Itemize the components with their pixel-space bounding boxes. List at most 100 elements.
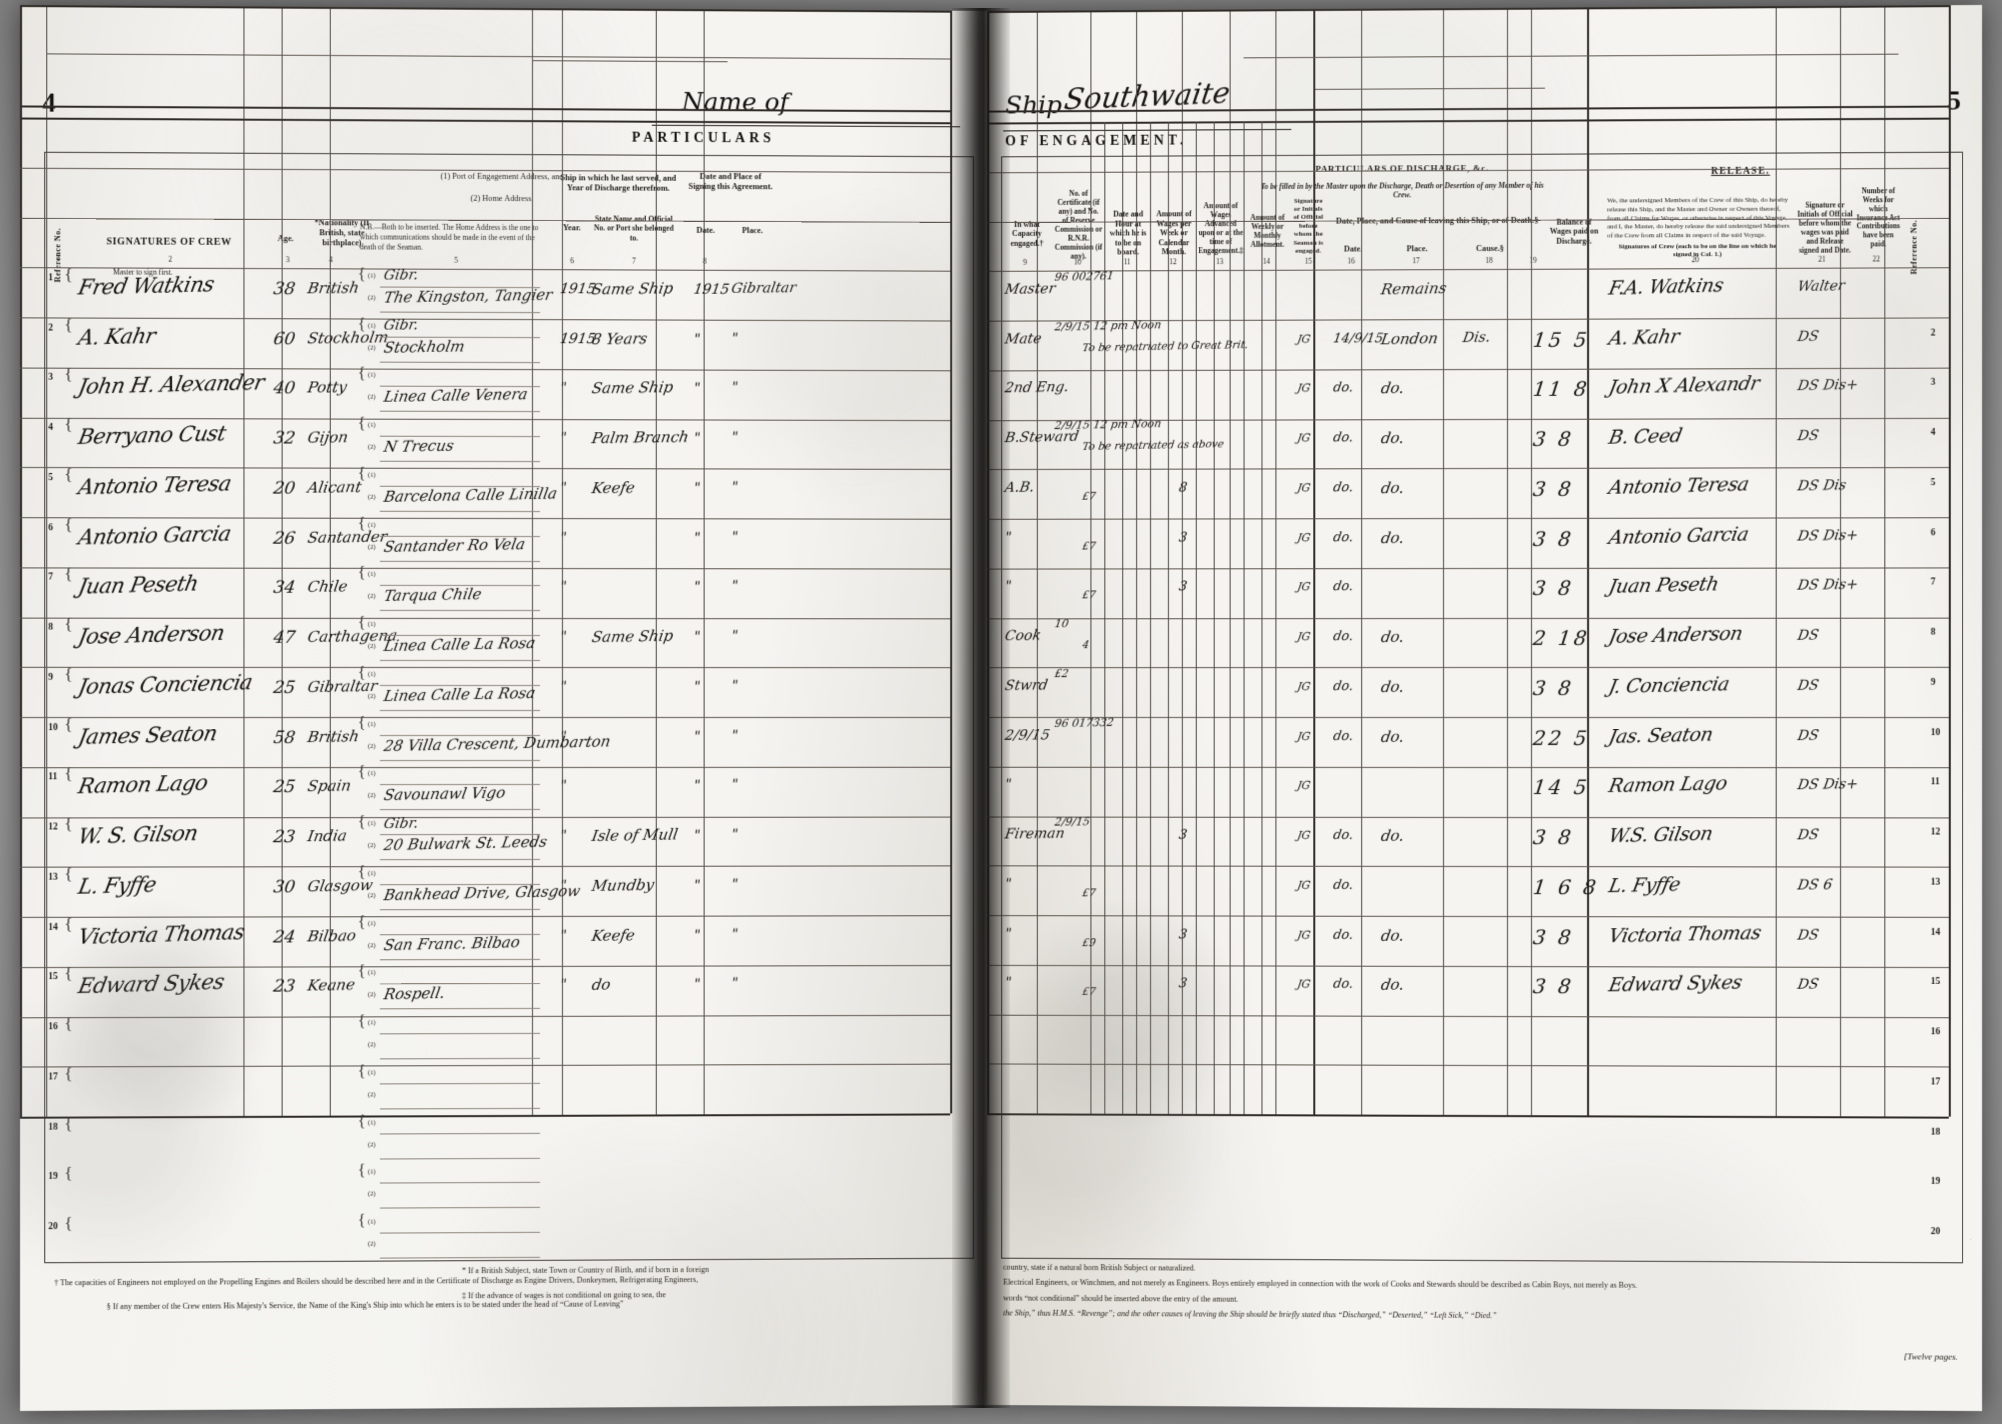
official-initials-engagement: JG	[1296, 530, 1312, 544]
left-grid-lines	[20, 5, 990, 1119]
address-brace: {	[357, 415, 366, 433]
grid-vline	[1136, 10, 1138, 1114]
grid-hline	[655, 60, 728, 63]
address-marker-2: (2)	[367, 1041, 376, 1049]
official-initials-release: DS	[1796, 727, 1821, 744]
column-number: 22	[1872, 254, 1881, 264]
address-rule	[379, 834, 540, 836]
leaving-cause: Dis.	[1461, 329, 1492, 346]
address-marker-2: (2)	[367, 842, 376, 850]
th-capacity: In what Capacity engaged.†	[1010, 219, 1044, 248]
address-marker-2: (2)	[367, 742, 376, 750]
official-initials-release: DS	[1796, 926, 1821, 944]
balance-of-wages: 3 8	[1531, 825, 1576, 850]
footnote-electrical-engineers: Electrical Engineers, or Winchmen, and n…	[1003, 1277, 1638, 1290]
release-signature: W.S. Gilson	[1607, 822, 1715, 848]
crew-nationality: Gijon	[306, 428, 350, 447]
row-brace-left: {	[64, 1114, 73, 1134]
row-brace-left: {	[64, 964, 73, 984]
leaving-date: do.	[1332, 629, 1355, 645]
row-brace-left: {	[64, 1064, 73, 1084]
date-hour-on-board: 4	[1081, 639, 1090, 652]
official-initials-release: DS 6	[1796, 876, 1834, 894]
address-marker-1: (1)	[367, 1218, 376, 1226]
row-number-right: 19	[1930, 1177, 1941, 1188]
crew-age: 47	[272, 627, 297, 649]
crew-port-address: Gibr.	[382, 317, 420, 334]
row-brace-left: {	[64, 814, 73, 834]
row-number-left: 7	[48, 572, 54, 583]
book-gutter-shadow	[952, 8, 1010, 1408]
column-number: 5	[454, 255, 458, 265]
leaving-place: London	[1379, 328, 1440, 348]
grid-vline	[1167, 121, 1169, 1114]
address-brace: {	[357, 615, 366, 633]
leaving-date: do.	[1332, 827, 1355, 843]
address-rule	[379, 734, 540, 736]
name-of-script: Name of	[681, 86, 789, 117]
address-marker-2: (2)	[367, 692, 376, 700]
grid-vline	[1122, 121, 1124, 1114]
address-marker-2: (2)	[367, 792, 376, 800]
crew-age: 38	[272, 279, 297, 300]
address-marker-1: (1)	[367, 1119, 376, 1127]
crew-signature: Jonas Conciencia	[76, 669, 255, 699]
row-number-left: 9	[48, 672, 54, 683]
column-number: 10	[1073, 257, 1082, 267]
crew-nationality: Stockholm	[306, 327, 390, 348]
crew-signature: Antonio Garcia	[76, 520, 233, 550]
row-brace-left: {	[64, 914, 73, 934]
leaving-date: 14/9/15	[1332, 330, 1385, 347]
row-brace-left: {	[64, 764, 73, 784]
row-number-right: 4	[1930, 428, 1936, 439]
row-brace-left: {	[64, 365, 73, 385]
address-brace: {	[357, 515, 366, 533]
right-grid-lines	[987, 5, 1982, 1119]
date-hour-on-board: £7	[1081, 887, 1097, 900]
leaving-place: do.	[1379, 428, 1406, 448]
crew-home-address: N Trecus	[382, 436, 456, 456]
address-marker-2: (2)	[367, 892, 376, 900]
grid-hline	[20, 5, 951, 13]
column-number: 20	[1691, 255, 1700, 265]
row-brace-left: {	[64, 864, 73, 884]
column-number: 19	[1529, 255, 1537, 265]
official-initials-engagement: JG	[1296, 332, 1312, 346]
crew-home-address: Rospell.	[382, 984, 447, 1004]
th-official-signature-release: Signature or Initials of Official before…	[1797, 200, 1853, 255]
crew-last-ship: Same Ship	[590, 378, 675, 398]
row-number-left: 18	[48, 1122, 58, 1133]
official-initials-release: DS Dis+	[1796, 576, 1860, 595]
column-number: 3	[285, 255, 290, 265]
address-brace: {	[357, 1212, 366, 1230]
official-initials-release: DS	[1796, 677, 1821, 694]
th-official-signature-engage: Signature or Initials of Official before…	[1293, 197, 1324, 255]
name-of-rule	[651, 124, 961, 128]
address-brace: {	[357, 764, 366, 782]
certificate-number: 10	[1053, 617, 1070, 631]
crew-signature: Juan Peseth	[76, 571, 201, 600]
certificate-number: 2/9/15 12 pm Noon	[1053, 317, 1163, 334]
row-brace-left: {	[64, 465, 73, 485]
leaving-date: do.	[1332, 529, 1355, 545]
crew-signing-place: Gibraltar	[730, 279, 798, 297]
right-page-paper: 5 Ship Southwaite OF ENGAGEMENT. PARTICU…	[987, 4, 1983, 1412]
crew-age: 32	[272, 428, 297, 449]
column-number: 9	[1023, 257, 1027, 267]
leaving-date: do.	[1332, 678, 1355, 694]
row-number-left: 13	[48, 872, 58, 883]
footnote-not-conditional: words “not conditional” should be insert…	[1003, 1293, 1239, 1304]
official-initials-engagement: JG	[1296, 729, 1312, 743]
official-initials-release: DS Dis+	[1796, 377, 1860, 395]
crew-nationality: Keane	[306, 975, 357, 995]
address-marker-2: (2)	[367, 493, 376, 501]
row-number-left: 1	[48, 273, 54, 284]
grid-vline	[1181, 9, 1183, 1114]
balance-of-wages: 3 8	[1531, 924, 1576, 949]
crew-last-ship: Mundby	[590, 875, 656, 895]
grid-vline	[1313, 9, 1315, 1115]
row-brace-left: {	[64, 1164, 73, 1184]
grid-hline	[20, 105, 951, 112]
release-signature: Ramon Lago	[1607, 772, 1729, 798]
crew-signature: James Seaton	[76, 720, 219, 749]
